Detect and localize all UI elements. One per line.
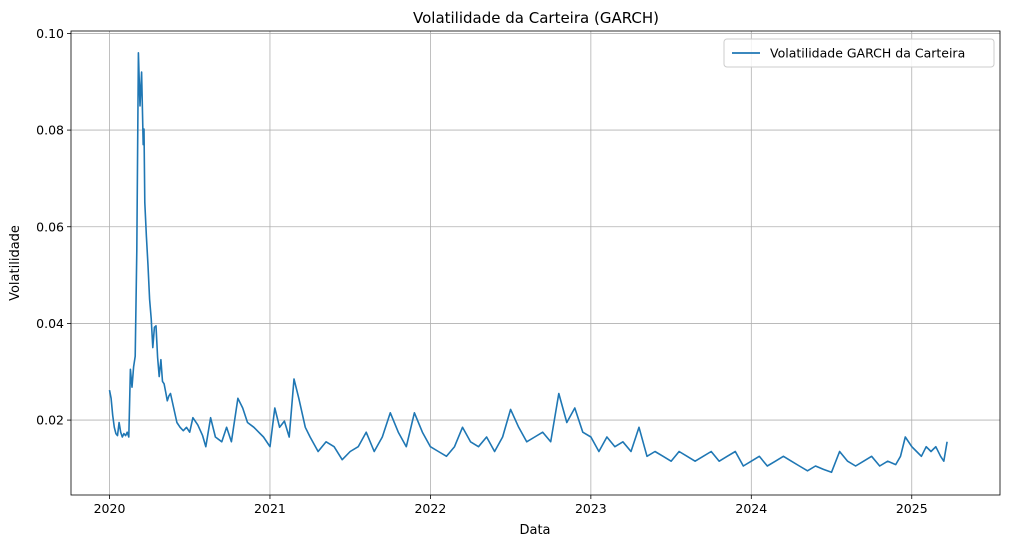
x-tick-label: 2021 xyxy=(254,501,286,516)
x-axis: 2020 2021 2022 2023 2024 2025 xyxy=(94,495,928,516)
y-tick-label: 0.08 xyxy=(36,123,64,138)
y-axis: 0.02 0.04 0.06 0.08 0.10 xyxy=(36,26,71,428)
grid xyxy=(71,31,1000,495)
series-line xyxy=(108,51,948,474)
series-group xyxy=(108,51,948,474)
y-tick-label: 0.10 xyxy=(36,26,64,41)
y-tick-label: 0.06 xyxy=(36,219,64,234)
x-tick-label: 2024 xyxy=(735,501,767,516)
x-tick-label: 2025 xyxy=(896,501,928,516)
plot-frame xyxy=(70,30,1001,496)
x-axis-title: Data xyxy=(519,523,550,538)
y-axis-title: Volatilidade xyxy=(8,225,23,301)
legend: Volatilidade GARCH da Carteira xyxy=(723,38,995,68)
x-tick-label: 2023 xyxy=(575,501,607,516)
x-tick-label: 2020 xyxy=(94,501,126,516)
y-tick-label: 0.04 xyxy=(36,316,64,331)
legend-box xyxy=(723,38,995,68)
legend-label: Volatilidade GARCH da Carteira xyxy=(770,46,965,61)
y-tick-label: 0.02 xyxy=(36,413,64,428)
x-tick-label: 2022 xyxy=(414,501,446,516)
chart-title: Volatilidade da Carteira (GARCH) xyxy=(413,9,659,27)
